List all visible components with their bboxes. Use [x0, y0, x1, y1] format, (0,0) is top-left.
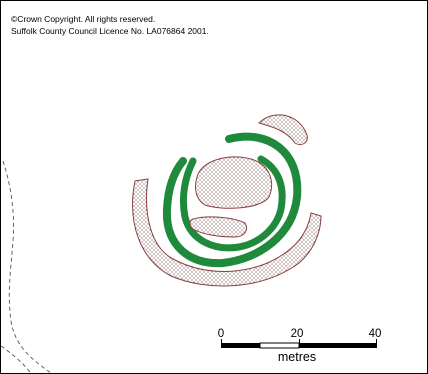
scale-label-20: 20 — [291, 328, 304, 340]
upper-bank — [258, 114, 308, 146]
scale-label-40: 40 — [369, 328, 382, 340]
scale-bar-segment-solid-1 — [221, 343, 260, 348]
field-boundary-line — [2, 160, 52, 373]
field-boundary-line-2 — [1, 345, 32, 373]
outer-bank — [132, 178, 322, 287]
scale-label-0: 0 — [218, 328, 224, 340]
inner-ditch — [179, 155, 286, 252]
scale-units: metres — [278, 350, 316, 364]
central-mound — [195, 156, 273, 209]
scale-bar-segment-hollow — [259, 342, 300, 349]
inner-bank — [189, 216, 248, 238]
copyright-line-1: ©Crown Copyright. All rights reserved. — [11, 14, 156, 24]
scale-bar-segment-solid-2 — [299, 343, 377, 348]
licence-line: Suffolk County Council Licence No. LA076… — [11, 26, 209, 36]
scale-bar: 0 20 40 metres — [218, 328, 382, 364]
copyright-notice: ©Crown Copyright. All rights reserved. S… — [11, 13, 209, 37]
outer-ditch — [162, 132, 302, 268]
